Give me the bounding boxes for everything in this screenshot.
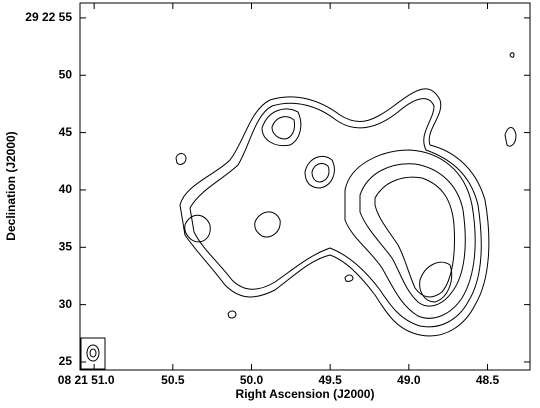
y-tick-label: 35 — [59, 239, 73, 253]
x-tick-label: 08 21 51.0 — [58, 373, 115, 387]
x-tick-label: 48.5 — [476, 373, 500, 387]
x-tick-label: 50.5 — [161, 373, 185, 387]
y-tick-label: 40 — [59, 182, 73, 196]
y-tick-label: 25 — [59, 354, 73, 368]
x-axis-label: Right Ascension (J2000) — [236, 387, 375, 401]
y-tick-label: 30 — [59, 297, 73, 311]
x-tick-label: 50.0 — [240, 373, 264, 387]
y-tick-label: 45 — [59, 125, 73, 139]
y-axis-label: Declination (J2000) — [4, 131, 18, 240]
beam — [80, 337, 106, 370]
y-tick-label: 29 22 55 — [25, 10, 72, 24]
y-tick-label: 50 — [59, 67, 73, 81]
x-tick-label: 49.0 — [397, 373, 421, 387]
x-tick-label: 49.5 — [318, 373, 342, 387]
contours — [175, 52, 517, 337]
plot-frame — [79, 2, 531, 371]
